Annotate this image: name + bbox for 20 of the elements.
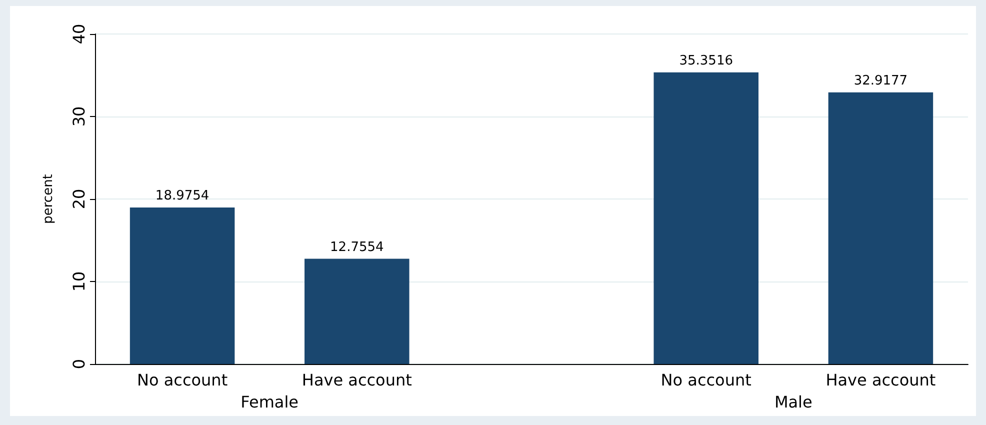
bar (828, 92, 934, 364)
bar (130, 207, 235, 364)
data-label: 32.9177 (854, 73, 908, 88)
x-tick-label: No account (137, 370, 228, 390)
text: Male (774, 392, 812, 412)
x-tick-label: No account (660, 370, 752, 390)
x-tick-label: Have account (302, 370, 412, 390)
y-tick-label: 0 (70, 358, 88, 370)
text: Female (240, 392, 299, 412)
data-label: 18.9754 (155, 188, 210, 204)
y-axis-title: percent (41, 174, 56, 224)
data-label: 35.3516 (679, 53, 733, 68)
y-tick-label: 30 (70, 106, 88, 127)
y-tick-label: 20 (70, 188, 88, 210)
y-tick-label: 10 (70, 271, 88, 292)
y-tick-label: 40 (70, 24, 88, 44)
bar (654, 72, 758, 364)
bar (304, 258, 410, 364)
x-tick-label: Have account (826, 370, 936, 390)
data-label: 12.7554 (330, 240, 384, 255)
